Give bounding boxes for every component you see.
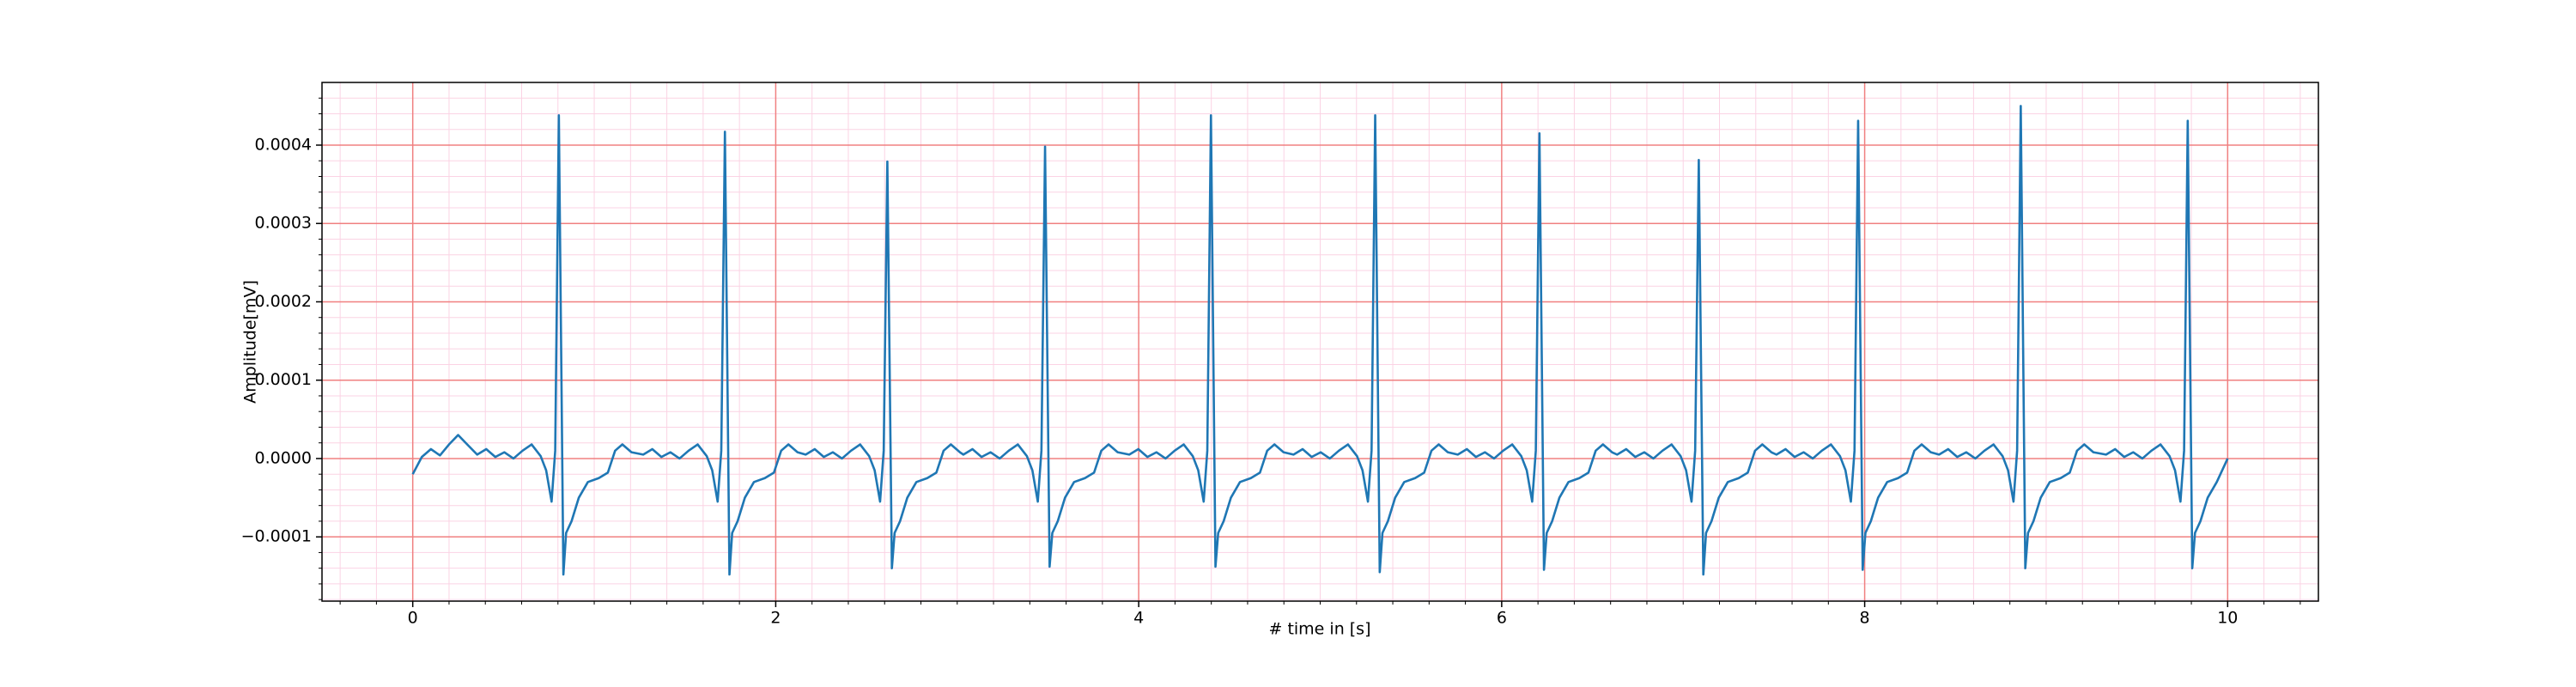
x-tick-label: 0	[408, 609, 418, 628]
x-tick-label: 2	[770, 609, 781, 628]
y-tick-label: 0.0002	[255, 292, 312, 311]
y-tick-label: −0.0001	[241, 527, 312, 546]
signal-line	[411, 105, 2229, 576]
x-axis-label: # time in [s]	[1268, 620, 1370, 639]
y-axis-label: Amplitude[mV]	[241, 280, 260, 404]
x-tick-label: 8	[1860, 609, 1870, 628]
x-tick-label: 6	[1497, 609, 1507, 628]
y-tick-label: 0.0000	[255, 448, 312, 467]
plot-frame	[321, 82, 2319, 602]
y-tick-label: 0.0001	[255, 370, 312, 389]
y-tick-label: 0.0004	[255, 135, 312, 154]
y-tick-label: 0.0003	[255, 214, 312, 233]
x-tick-label: 10	[2217, 609, 2238, 628]
x-tick-label: 4	[1133, 609, 1144, 628]
